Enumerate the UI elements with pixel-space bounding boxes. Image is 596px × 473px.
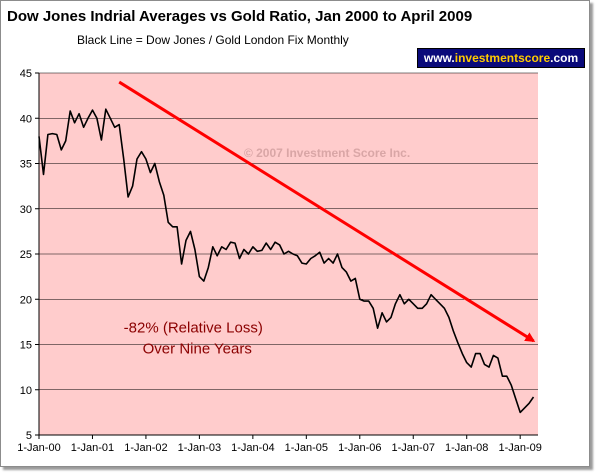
y-tick-label: 25 — [20, 249, 32, 261]
y-tick-label: 20 — [20, 294, 32, 306]
badge-brand: investmentscore — [454, 51, 551, 65]
badge-suffix: .com — [550, 51, 579, 65]
trend-arrow — [118, 80, 536, 343]
x-tick-label: 1-Jan-03 — [178, 442, 221, 454]
x-tick-labels: 1-Jan-00 1-Jan-01 1-Jan-02 1-Jan-03 1-Jan-04… — [17, 442, 542, 454]
annotation-line-1: -82% (Relative Loss) — [124, 320, 263, 337]
x-tick-label: 1-Jan-02 — [124, 442, 167, 454]
x-tick-label: 1-Jan-07 — [392, 442, 435, 454]
x-tick-label: 1-Jan-04 — [231, 442, 274, 454]
annotation-line-2: Over Nine Years — [143, 341, 252, 358]
x-tick-label: 1-Jan-01 — [71, 442, 114, 454]
x-tick-label: 1-Jan-00 — [17, 442, 60, 454]
y-tick-label: 15 — [20, 340, 32, 352]
chart-subtitle: Black Line = Dow Jones / Gold London Fix… — [77, 33, 349, 47]
series-line — [38, 108, 535, 414]
chart-title: Dow Jones Indrial Averages vs Gold Ratio… — [7, 8, 473, 25]
x-tick-label: 1-Jan-09 — [498, 442, 541, 454]
x-tick-marks — [38, 435, 521, 439]
y-tick-label: 30 — [20, 204, 32, 216]
y-tick-label: 5 — [26, 430, 32, 442]
y-tick-labels: 5 10 15 20 25 30 35 40 45 — [20, 68, 32, 442]
y-tick-label: 35 — [20, 159, 32, 171]
x-tick-label: 1-Jan-05 — [285, 442, 328, 454]
website-badge[interactable]: www.investmentscore.com — [417, 48, 585, 68]
y-tick-label: 10 — [20, 385, 32, 397]
watermark-text: © 2007 Investment Score Inc. — [244, 146, 410, 160]
badge-prefix: www. — [423, 51, 455, 65]
y-tick-label: 45 — [20, 68, 32, 80]
gridlines — [35, 72, 538, 436]
x-tick-label: 1-Jan-06 — [338, 442, 381, 454]
y-tick-label: 40 — [20, 113, 32, 125]
x-tick-label: 1-Jan-08 — [445, 442, 488, 454]
